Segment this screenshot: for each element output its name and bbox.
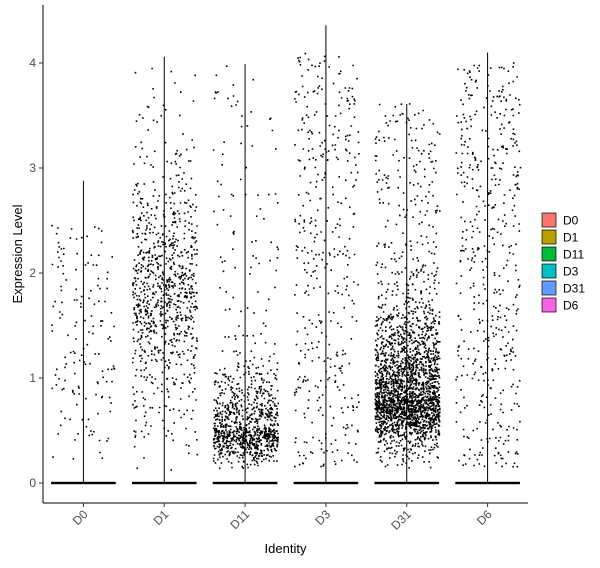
y-tick-label-3: 3 — [29, 161, 36, 175]
zero-points-D3 — [293, 481, 359, 485]
points-D1 — [131, 67, 199, 471]
legend-label-D0: D0 — [563, 214, 579, 228]
legend-key-D31 — [541, 280, 557, 296]
y-tick-label-1: 1 — [29, 371, 36, 385]
legend-label-D3: D3 — [563, 265, 579, 279]
y-axis-ticks: 0 1 2 3 4 — [29, 56, 43, 490]
legend-label-D6: D6 — [563, 299, 579, 313]
jitter-path-D11 — [212, 65, 279, 470]
x-tick-label-D6: D6 — [474, 507, 495, 528]
jitter-path-D3 — [294, 52, 360, 468]
points-D3 — [294, 52, 360, 468]
legend-key-D11 — [541, 246, 557, 262]
zero-points-D6 — [455, 481, 520, 485]
legend-label-D11: D11 — [563, 248, 584, 262]
legend: D0 D1 D11 D3 D31 D6 — [541, 212, 585, 313]
zero-points-D11 — [212, 481, 278, 485]
x-tick-label-D1: D1 — [151, 507, 172, 528]
x-axis-ticks: D0 D1 D11 D3 D31 D6 — [70, 503, 495, 533]
y-tick-label-4: 4 — [29, 56, 36, 70]
legend-label-D1: D1 — [563, 231, 579, 245]
legend-key-D1 — [541, 229, 557, 245]
zero-points-D31 — [374, 481, 440, 485]
violin-layer — [82, 25, 489, 483]
x-axis-title: Identity — [265, 541, 307, 556]
legend-key-D6 — [541, 297, 557, 313]
jitter-path-D31 — [374, 103, 441, 469]
legend-label-D31: D31 — [563, 282, 585, 296]
legend-key-D3 — [541, 263, 557, 279]
legend-key-D0 — [541, 212, 557, 228]
x-tick-label-D11: D11 — [227, 507, 252, 532]
x-tick-label-D0: D0 — [70, 507, 91, 528]
points-D6 — [455, 62, 522, 468]
zero-points-D1 — [131, 481, 197, 485]
points-D31 — [374, 103, 441, 469]
zero-points-D0 — [51, 481, 116, 485]
x-tick-label-D31: D31 — [388, 507, 414, 533]
jitter-points-layer — [51, 52, 522, 485]
y-axis-title: Expression Level — [10, 204, 25, 303]
jitter-path-D6 — [455, 62, 522, 468]
y-tick-label-2: 2 — [29, 266, 36, 280]
points-D11 — [212, 65, 279, 470]
jitter-path-D1 — [131, 67, 199, 471]
x-tick-label-D3: D3 — [312, 507, 333, 528]
y-tick-label-0: 0 — [29, 476, 36, 490]
